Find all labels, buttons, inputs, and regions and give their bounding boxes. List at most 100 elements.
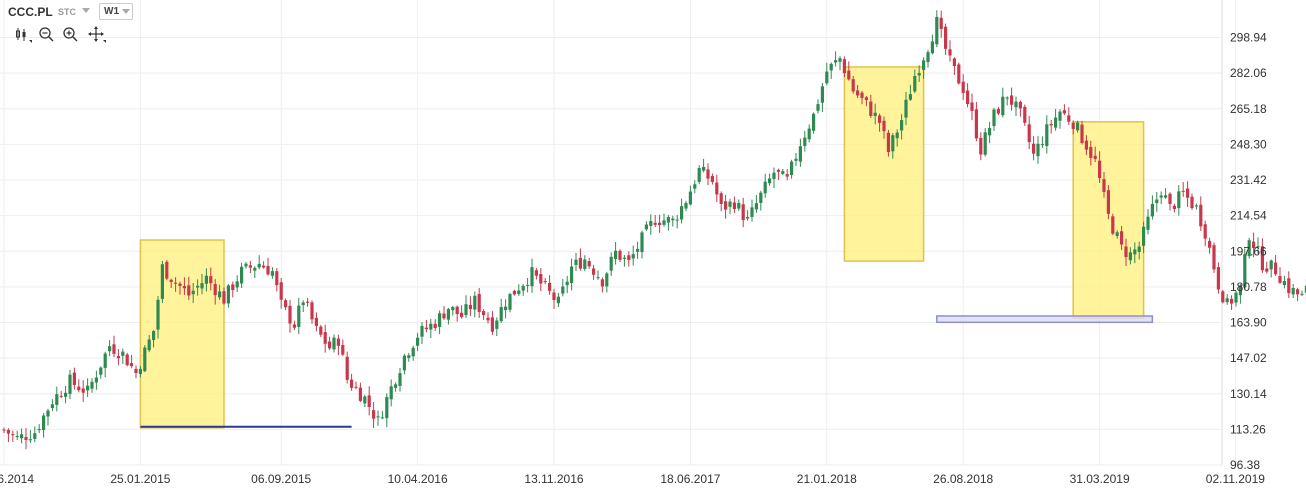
- candle-body: [235, 281, 239, 288]
- candle-body: [1225, 298, 1229, 303]
- candle-body: [772, 172, 776, 179]
- candle-body: [1155, 199, 1159, 204]
- candle-body: [754, 203, 758, 210]
- candle-body: [244, 263, 248, 267]
- candle-body: [279, 282, 283, 300]
- candle-body: [825, 71, 829, 84]
- candle-body: [200, 283, 204, 289]
- candle-body: [416, 337, 420, 346]
- candle-body: [1080, 124, 1084, 143]
- candle-body: [908, 94, 912, 100]
- candle-body: [486, 317, 490, 321]
- candle-body: [482, 311, 486, 316]
- y-tick-label: 231.42: [1230, 173, 1267, 187]
- candle-body: [1102, 179, 1106, 192]
- candle-body: [1089, 146, 1093, 158]
- candle-body: [468, 304, 472, 310]
- y-tick-label: 214.54: [1230, 209, 1267, 223]
- candle-body: [768, 178, 772, 184]
- candle-body: [1247, 240, 1251, 257]
- candle-body: [262, 265, 266, 268]
- candle-body: [46, 410, 50, 417]
- candle-body: [600, 279, 604, 287]
- candle-body: [618, 250, 622, 260]
- candle-body: [134, 368, 138, 374]
- candle-body: [367, 395, 371, 408]
- candle-body: [455, 306, 459, 315]
- candle-body: [904, 99, 908, 118]
- candle-body: [477, 293, 481, 312]
- candle-body: [1216, 267, 1220, 290]
- candle-body: [552, 292, 556, 301]
- candle-body: [99, 367, 103, 375]
- candle-body: [495, 320, 499, 329]
- candle-body: [165, 261, 169, 279]
- move-icon[interactable]: [88, 26, 106, 44]
- candle-body: [860, 92, 864, 98]
- chevron-down-icon: [122, 9, 130, 14]
- candle-body: [433, 323, 437, 329]
- candle-body: [1093, 155, 1097, 159]
- zoom-out-icon[interactable]: [38, 26, 56, 44]
- candle-body: [649, 221, 653, 226]
- candle-body: [1278, 276, 1282, 283]
- candle-body: [1212, 245, 1216, 270]
- candle-body: [191, 290, 195, 295]
- candle-body: [688, 191, 692, 205]
- candle-body: [847, 70, 851, 80]
- candle-body: [1265, 268, 1269, 272]
- candle-body: [196, 285, 200, 288]
- candle-body: [1199, 204, 1203, 227]
- x-tick-label: 13.11.2016: [524, 472, 583, 486]
- candle-body: [979, 137, 983, 155]
- candle-body: [42, 415, 46, 431]
- candle-body: [209, 276, 213, 284]
- support-zone: [936, 315, 1154, 324]
- candle-body: [174, 282, 178, 284]
- x-tick-label: 06.09.2015: [251, 472, 311, 486]
- candle-body: [341, 345, 345, 355]
- candle-body: [658, 222, 662, 226]
- candle-body: [913, 76, 917, 92]
- x-tick-label: 22.06.2014: [0, 472, 34, 486]
- candle-body: [1168, 193, 1172, 204]
- timeframe-select[interactable]: W1: [99, 3, 133, 20]
- candle-body: [1282, 281, 1286, 286]
- candle-body: [94, 377, 98, 383]
- candle-body: [864, 97, 868, 101]
- exchange-dropdown-icon[interactable]: [82, 8, 90, 13]
- candle-body: [750, 207, 754, 217]
- candles-icon[interactable]: [14, 26, 32, 44]
- candle-body: [108, 346, 112, 352]
- candle-body: [59, 395, 63, 397]
- candle-body: [1194, 205, 1198, 207]
- candle-body: [169, 279, 173, 282]
- candle-body: [1124, 246, 1128, 258]
- candle-body: [1172, 205, 1176, 210]
- candle-body: [1067, 115, 1071, 122]
- candle-body: [1036, 143, 1040, 157]
- candle-body: [1018, 101, 1022, 109]
- candle-body: [794, 158, 798, 161]
- candle-body: [28, 439, 32, 441]
- candle-body: [1133, 249, 1137, 255]
- symbol-label[interactable]: CCC.PL: [8, 5, 53, 19]
- candle-body: [81, 388, 85, 393]
- candle-body: [1014, 101, 1018, 108]
- candle-body: [1062, 110, 1066, 114]
- candle-body: [1146, 216, 1150, 230]
- zoom-in-icon[interactable]: [62, 26, 80, 44]
- candle-body: [869, 101, 873, 116]
- candle-body: [222, 291, 226, 304]
- candle-body: [130, 363, 134, 367]
- candle-body: [996, 108, 1000, 114]
- candle-body: [1040, 144, 1044, 146]
- candle-body: [851, 79, 855, 92]
- candle-body: [1001, 96, 1005, 116]
- candle-body: [741, 204, 745, 221]
- candle-body: [1256, 246, 1260, 248]
- candle-body: [614, 250, 618, 260]
- candle-body: [1058, 111, 1062, 121]
- candle-body: [684, 202, 688, 209]
